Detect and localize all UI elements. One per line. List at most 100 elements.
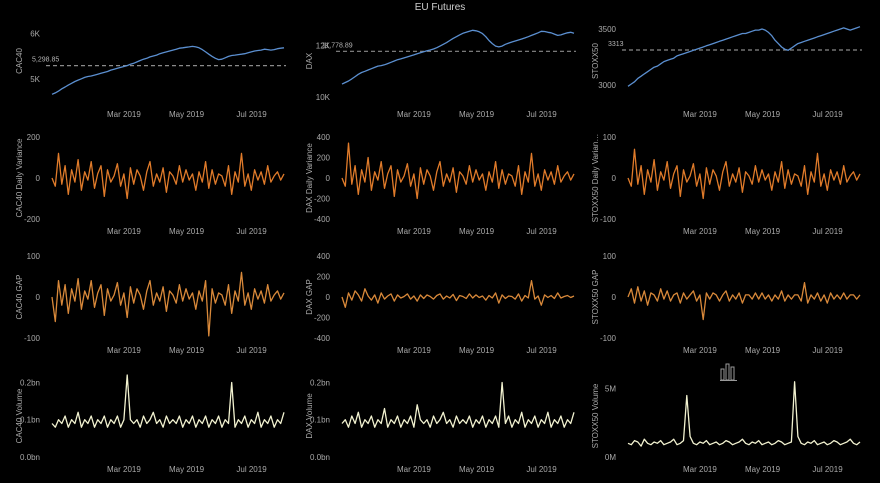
stoxx50-variance-ytick: -100 xyxy=(600,215,617,224)
dax-variance-xtick: Jul 2019 xyxy=(526,227,557,236)
cac40-price-xtick: Mar 2019 xyxy=(107,110,141,119)
cac40-gap-ylabel: CAC40 GAP xyxy=(15,275,24,320)
stoxx50-volume-ylabel: STOXX50 Volume xyxy=(591,383,600,448)
stoxx50-volume-xtick: May 2019 xyxy=(745,465,781,474)
stoxx50-variance-ylabel: STOXX50 Daily Varian… xyxy=(591,134,600,223)
stoxx50-price-reference-label: 3313 xyxy=(608,41,624,48)
stoxx50-gap-ylabel: STOXX50 GAP xyxy=(591,270,600,325)
dax-price-ylabel: DAX xyxy=(305,52,314,69)
stoxx50-variance-xtick: Mar 2019 xyxy=(683,227,717,236)
cac40-gap-xtick: Jul 2019 xyxy=(236,346,267,355)
cac40-volume-chart: CAC40 Volume 0.0bn 0.1bn 0.2bn Mar 2019 May 2… xyxy=(15,374,285,474)
stoxx50-variance-ytick: 0 xyxy=(612,174,617,183)
cac40-price-xtick: May 2019 xyxy=(169,110,205,119)
dax-gap-ylabel: DAX GAP xyxy=(305,279,314,315)
cac40-price-ytick: 6K xyxy=(30,30,40,39)
cac40-volume-xtick: Jul 2019 xyxy=(236,465,267,474)
dax-variance-xtick: Mar 2019 xyxy=(397,227,431,236)
cac40-volume-series-line[interactable] xyxy=(51,374,285,428)
cac40-gap-xtick: Mar 2019 xyxy=(107,346,141,355)
cac40-variance-ytick: 200 xyxy=(27,133,41,142)
dax-gap-xtick: Mar 2019 xyxy=(397,346,431,355)
dax-variance-ytick: -200 xyxy=(314,195,331,204)
cac40-price-chart: CAC40 5K 6K Mar 2019 May 2019 Jul 2019 5,298.8… xyxy=(15,30,286,119)
cac40-volume-ytick: 0.0bn xyxy=(20,453,40,462)
cac40-variance-ytick: 0 xyxy=(36,174,41,183)
dax-volume-ytick: 0.2bn xyxy=(310,378,330,387)
stoxx50-gap-chart: STOXX50 GAP-100 0 100 Mar 2019 May 2019 Jul 2… xyxy=(591,252,861,355)
dax-gap-chart: DAX GAP -400 -200 0 200 400 Mar 2019 May 2019 Ju… xyxy=(305,252,575,355)
dax-price-chart: DAX 10K 12K Mar 2019 May 2019 Jul 2019 11,778.… xyxy=(305,29,576,119)
dax-gap-series-line[interactable] xyxy=(341,279,575,308)
stoxx50-price-xtick: Mar 2019 xyxy=(683,110,717,119)
dax-volume-chart: DAX Volume 0.0bn 0.1bn 0.2bn Mar 2019 May 201… xyxy=(305,378,575,474)
cac40-price-series-line[interactable] xyxy=(51,45,285,95)
cac40-variance-xtick: May 2019 xyxy=(169,227,205,236)
dax-volume-ytick: 0.1bn xyxy=(310,416,330,425)
cac40-volume-ytick: 0.2bn xyxy=(20,378,40,387)
cac40-variance-chart: CAC40 Daily Variance-200 0 200 Mar 2019 May … xyxy=(15,133,285,236)
stoxx50-price-xtick: Jul 2019 xyxy=(812,110,843,119)
dax-variance-ytick: 200 xyxy=(317,154,331,163)
cac40-variance-ytick: -200 xyxy=(24,215,41,224)
cac40-variance-ylabel: CAC40 Daily Variance xyxy=(15,138,24,218)
dax-price-series-line[interactable] xyxy=(341,29,575,85)
dax-variance-series-line[interactable] xyxy=(341,142,575,200)
dax-gap-ytick: -400 xyxy=(314,334,331,343)
cac40-variance-xtick: Mar 2019 xyxy=(107,227,141,236)
cac40-price-ylabel: CAC40 xyxy=(15,48,24,74)
dax-variance-ytick: 400 xyxy=(317,133,331,142)
stoxx50-volume-ytick: 5M xyxy=(605,385,616,394)
cac40-gap-ytick: -100 xyxy=(24,334,41,343)
dax-volume-xtick: May 2019 xyxy=(459,465,495,474)
stoxx50-variance-xtick: May 2019 xyxy=(745,227,781,236)
dax-price-reference-label: 11,778.89 xyxy=(322,42,353,49)
stoxx50-variance-series-line[interactable] xyxy=(627,148,861,200)
dax-volume-ylabel: DAX Volume xyxy=(305,393,314,439)
stoxx50-price-series-line[interactable] xyxy=(627,26,861,87)
stoxx50-price-chart: STOXX50 3000 3500 Mar 2019 May 2019 Jul 2019 3… xyxy=(591,25,862,119)
stoxx50-gap-series-line[interactable] xyxy=(627,281,861,321)
cac40-price-ytick: 5K xyxy=(30,75,40,84)
cac40-price-xtick: Jul 2019 xyxy=(236,110,267,119)
cac40-volume-ytick: 0.1bn xyxy=(20,416,40,425)
dax-variance-chart: DAX Daily Variance-400 -200 0 200 400 Mar 201… xyxy=(305,133,575,236)
cac40-gap-ytick: 0 xyxy=(36,293,41,302)
stoxx50-gap-ytick: 0 xyxy=(612,293,617,302)
cac40-price-reference-label: 5,298.85 xyxy=(32,57,59,64)
cac40-volume-ylabel: CAC40 Volume xyxy=(15,388,24,443)
stoxx50-gap-ytick: -100 xyxy=(600,334,617,343)
dax-gap-ytick: 400 xyxy=(317,252,331,261)
stoxx50-price-ytick: 3000 xyxy=(598,81,616,90)
dax-gap-xtick: May 2019 xyxy=(459,346,495,355)
dax-price-ytick: 10K xyxy=(316,93,331,102)
dax-gap-ytick: -200 xyxy=(314,314,331,323)
bar-chart-icon[interactable] xyxy=(720,361,738,381)
stoxx50-price-ylabel: STOXX50 xyxy=(591,43,600,79)
stoxx50-volume-series-line[interactable] xyxy=(627,381,861,447)
dax-price-xtick: May 2019 xyxy=(459,110,495,119)
cac40-variance-series-line[interactable] xyxy=(51,152,285,200)
dax-variance-ytick: 0 xyxy=(326,174,331,183)
dax-gap-ytick: 200 xyxy=(317,273,331,282)
cac40-gap-xtick: May 2019 xyxy=(169,346,205,355)
page-title: EU Futures xyxy=(414,2,466,13)
stoxx50-gap-ytick: 100 xyxy=(603,252,617,261)
stoxx50-gap-xtick: May 2019 xyxy=(745,346,781,355)
dax-price-xtick: Jul 2019 xyxy=(526,110,557,119)
dax-variance-xtick: May 2019 xyxy=(459,227,495,236)
stoxx50-variance-chart: STOXX50 Daily Varian… -100 0 100 Mar 2019 May… xyxy=(591,133,861,236)
stoxx50-gap-xtick: Jul 2019 xyxy=(812,346,843,355)
dax-price-xtick: Mar 2019 xyxy=(397,110,431,119)
cac40-variance-xtick: Jul 2019 xyxy=(236,227,267,236)
stoxx50-variance-ytick: 100 xyxy=(603,133,617,142)
cac40-volume-xtick: Mar 2019 xyxy=(107,465,141,474)
dax-gap-ytick: 0 xyxy=(326,293,331,302)
cac40-gap-series-line[interactable] xyxy=(51,271,285,337)
cac40-volume-xtick: May 2019 xyxy=(169,465,205,474)
stoxx50-volume-ytick: 0M xyxy=(605,453,616,462)
cac40-gap-ytick: 100 xyxy=(27,252,41,261)
dax-volume-series-line[interactable] xyxy=(341,381,575,428)
stoxx50-volume-chart: STOXX50 Volume 0M 5M Mar 2019 May 2019 Jul 20… xyxy=(591,381,861,474)
